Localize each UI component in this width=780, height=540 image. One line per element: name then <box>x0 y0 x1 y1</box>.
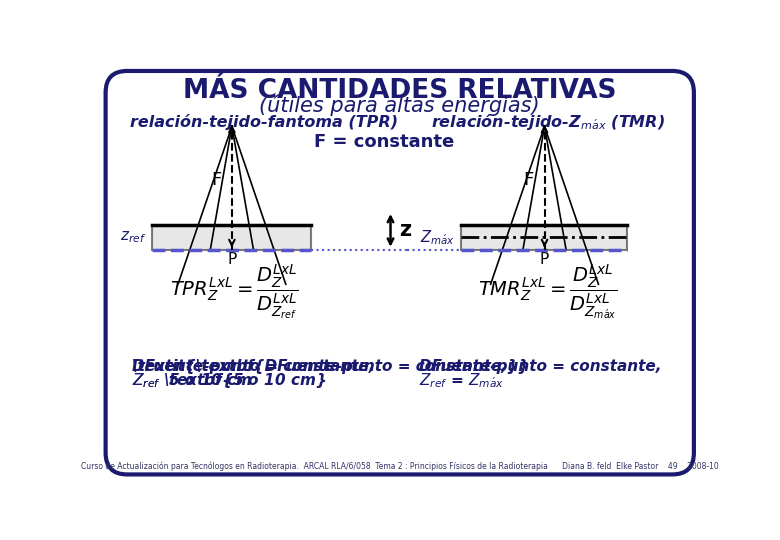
Text: DFuente-punto = constante,: DFuente-punto = constante, <box>419 359 661 374</box>
Text: $Z_{ref}$ = $Z_{m\acute{a}x}$: $Z_{ref}$ = $Z_{m\acute{a}x}$ <box>419 371 504 390</box>
Text: Curso de Actualización para Tecnólogos en Radioterapia.  ARCAL RLA/6/058  Tema 2: Curso de Actualización para Tecnólogos e… <box>81 462 718 471</box>
Text: $Z_{m\acute{a}x}$: $Z_{m\acute{a}x}$ <box>420 228 456 247</box>
Text: F: F <box>211 171 221 188</box>
Text: $z_{ref}$: $z_{ref}$ <box>119 230 146 245</box>
FancyBboxPatch shape <box>105 71 694 475</box>
Text: P: P <box>540 252 549 267</box>
Text: $\mathit{TMR}^{LxL}_{Z} = \dfrac{D^{LxL}_{Z}}{D^{LxL}_{Z_{m\acute{a}x}}}$: $\mathit{TMR}^{LxL}_{Z} = \dfrac{D^{LxL}… <box>478 262 617 321</box>
Text: DFuente-punto = constante,: DFuente-punto = constante, <box>132 359 374 374</box>
Bar <box>461 225 627 249</box>
Bar <box>152 225 311 249</box>
Text: $Z_{ref}$  5 o 10 cm: $Z_{ref}$ 5 o 10 cm <box>132 371 253 390</box>
Text: \textit{\textbf{DFuente-punto = constante,}}: \textit{\textbf{DFuente-punto = constant… <box>132 359 529 374</box>
Text: $\mathit{Z_{ref}}$ \textbf{5 o 10 cm}: $\mathit{Z_{ref}}$ \textbf{5 o 10 cm} <box>132 371 326 390</box>
Text: F: F <box>523 171 534 188</box>
Text: relación-tejido-fantoma (TPR): relación-tejido-fantoma (TPR) <box>130 114 399 130</box>
Text: (útiles para altas energías): (útiles para altas energías) <box>260 95 540 116</box>
Text: P: P <box>227 252 236 267</box>
Text: z: z <box>399 220 411 240</box>
Text: F = constante: F = constante <box>314 133 455 151</box>
Text: MÁS CANTIDADES RELATIVAS: MÁS CANTIDADES RELATIVAS <box>183 78 616 104</box>
Text: $\mathit{TPR}^{LxL}_{Z} = \dfrac{D^{LxL}_{Z}}{D^{LxL}_{Z_{ref}}}$: $\mathit{TPR}^{LxL}_{Z} = \dfrac{D^{LxL}… <box>170 262 299 321</box>
Text: relación-tejido-Z$_{m\acute{a}x}$ (TMR): relación-tejido-Z$_{m\acute{a}x}$ (TMR) <box>431 112 665 132</box>
